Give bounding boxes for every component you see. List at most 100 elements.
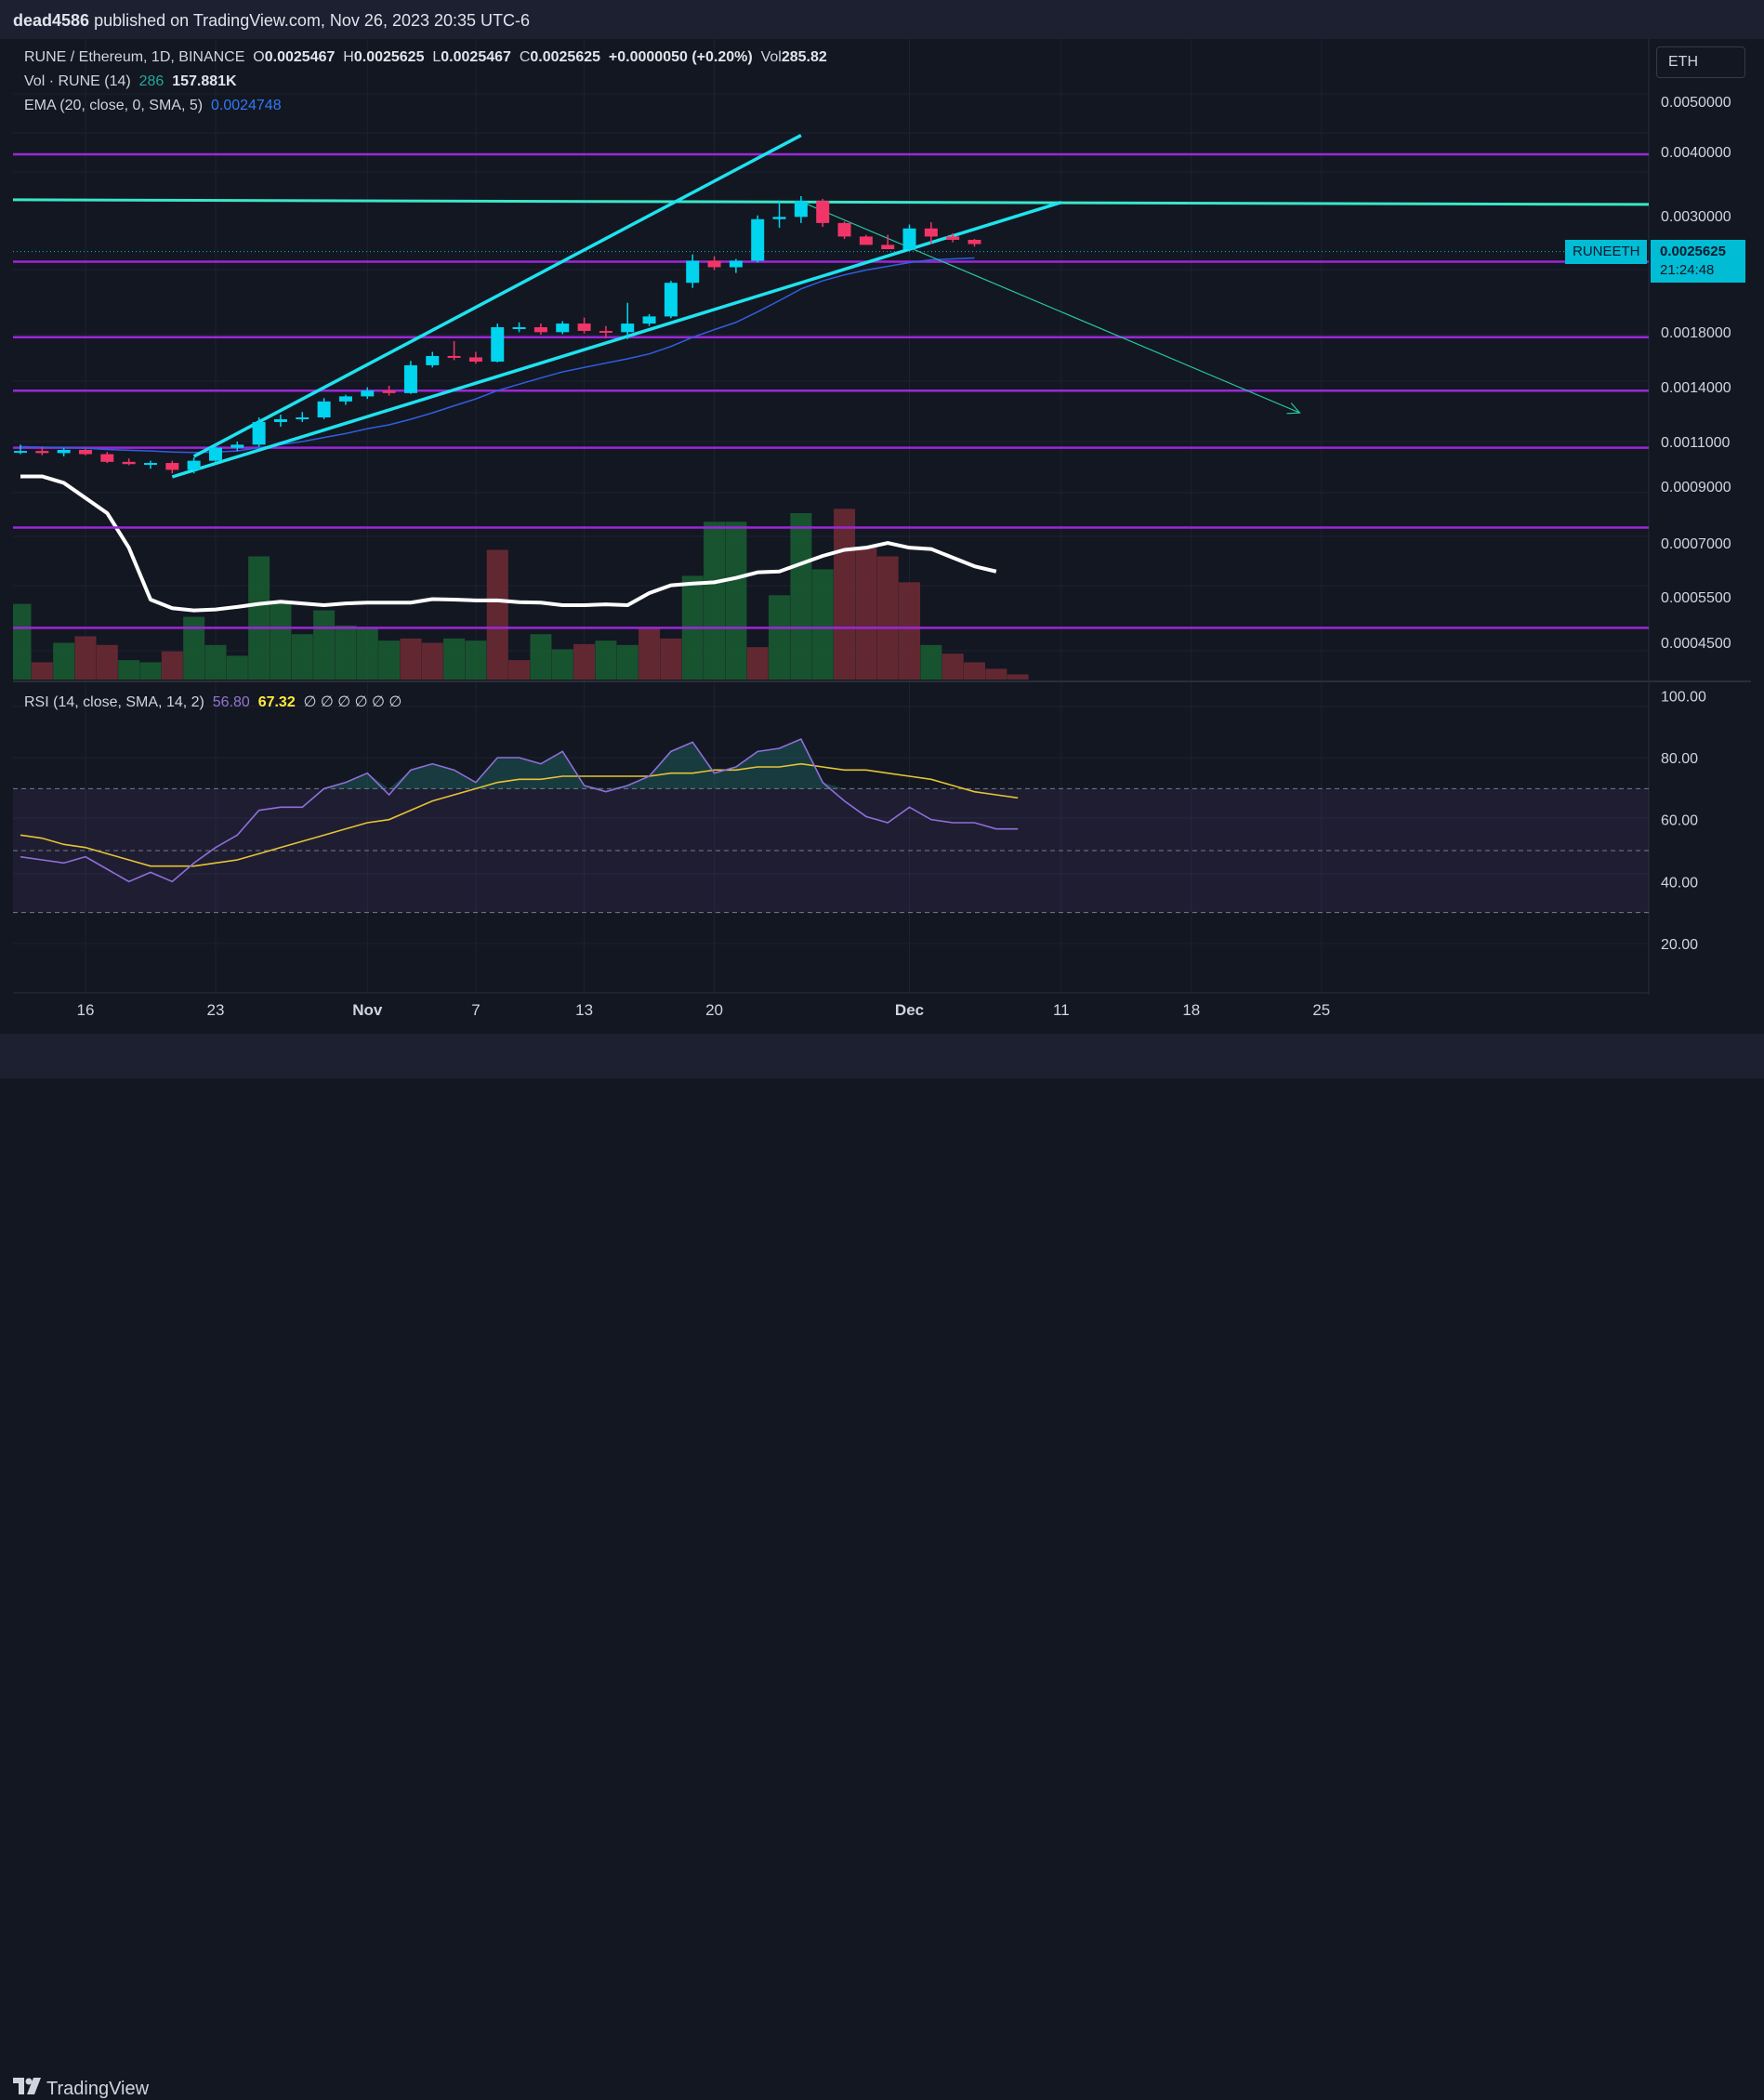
candle: [902, 224, 916, 251]
candle: [556, 321, 570, 335]
candle-body: [816, 201, 830, 223]
change-value: +0.0000050 (+0.20%): [608, 49, 753, 65]
candle-body: [100, 454, 114, 462]
candle-body: [143, 463, 157, 466]
candle: [642, 313, 656, 326]
volume-bar: [941, 654, 964, 680]
candle: [338, 394, 352, 405]
volume-bar: [378, 641, 401, 680]
volume-bar: [595, 641, 617, 680]
candle: [577, 317, 591, 334]
tradingview-brand: TradingView: [46, 2078, 150, 2099]
candle: [14, 444, 27, 455]
time-axis-label: 25: [1312, 1001, 1330, 1019]
volume-bar: [899, 582, 921, 680]
candle-body: [252, 421, 266, 445]
chart-area[interactable]: 0.0050000 0.0040000 0.0030000 0.0018000 0.00…: [13, 39, 1751, 1034]
candle: [468, 351, 482, 364]
candle-body: [772, 217, 786, 219]
candle: [273, 415, 287, 428]
price-axis-label: 0.0004500: [1661, 636, 1731, 652]
candle-body: [491, 326, 505, 363]
candle-body: [338, 396, 352, 402]
volume-bar: [53, 642, 75, 680]
chart-canvas[interactable]: 0.0050000 0.0040000 0.0030000 0.0018000 0.00…: [13, 39, 1751, 1034]
candle-body: [946, 236, 960, 240]
candle: [57, 447, 71, 456]
ema-title[interactable]: EMA (20, close, 0, SMA, 5): [24, 98, 204, 113]
currency-button[interactable]: ETH: [1656, 46, 1745, 78]
candle-body: [621, 324, 635, 333]
high-label: H: [343, 49, 354, 65]
projection-arrow-line: [800, 201, 1300, 414]
candle: [403, 361, 417, 394]
time-axis-label: 16: [77, 1001, 95, 1019]
bar-countdown: 21:24:48: [1660, 262, 1715, 278]
rsi-title[interactable]: RSI (14, close, SMA, 14, 2): [24, 694, 204, 710]
candle-body: [165, 463, 179, 470]
volume-ma-line: [20, 474, 997, 613]
volume-bar: [335, 625, 357, 680]
ema-legend: EMA (20, close, 0, SMA, 5) 0.0024748: [24, 98, 282, 114]
volume-legend: Vol · RUNE (14) 286 157.881K: [24, 73, 237, 90]
close-value: 0.0025625: [530, 49, 601, 65]
rsi-value: 56.80: [212, 694, 250, 710]
candle: [491, 324, 505, 363]
time-axis: 16 23 Nov 7 13 20 Dec 11 18 25: [77, 1001, 1331, 1019]
candle-body: [187, 460, 201, 470]
candle-body: [296, 416, 309, 419]
rsi-extra-values: ∅ ∅ ∅ ∅ ∅ ∅: [303, 694, 402, 710]
rsi-ma-line: [20, 762, 1019, 867]
ema-line: [20, 257, 975, 454]
rsi-pane: [13, 737, 1649, 914]
volume-bar: [573, 643, 596, 680]
candle: [382, 385, 396, 396]
candle-body: [35, 451, 49, 454]
candle: [187, 457, 201, 474]
tradingview-logo[interactable]: TradingView: [13, 2078, 149, 2100]
rsi-band-background: [13, 788, 1649, 913]
symbol-price-label: RUNEETH: [1565, 240, 1647, 264]
candle: [751, 215, 765, 263]
candle-body: [686, 260, 700, 284]
candle-body: [317, 401, 331, 417]
candle: [924, 222, 938, 244]
candle-body: [664, 283, 678, 317]
volume-bar: [1007, 674, 1029, 680]
candle-body: [361, 390, 375, 397]
candle-body: [599, 330, 612, 333]
candle-body: [794, 201, 808, 218]
symbol-title[interactable]: RUNE / Ethereum, 1D, BINANCE: [24, 49, 245, 65]
vol-value: 285.82: [781, 49, 827, 65]
candle: [533, 324, 547, 336]
volume-bar: [725, 522, 747, 680]
last-price-label: 0.0025625 21:24:48: [1651, 240, 1745, 283]
volume-bar: [530, 634, 552, 680]
volume-bar: [834, 508, 856, 680]
candle: [816, 198, 830, 228]
volume-bar: [486, 549, 508, 680]
author-name[interactable]: dead4586: [13, 11, 90, 30]
volume-bar: [74, 636, 97, 680]
volume-bar: [920, 644, 942, 680]
candle-body: [968, 239, 981, 244]
price-axis-label: 0.0040000: [1661, 145, 1731, 161]
candle-body: [837, 222, 851, 237]
projection-arrow-head: [1286, 403, 1301, 415]
candle: [230, 442, 244, 452]
price-axis-label: 0.0009000: [1661, 480, 1731, 495]
volume-bar: [508, 660, 531, 680]
candle: [122, 458, 136, 466]
volume-bar: [204, 644, 227, 680]
volume-bar: [118, 660, 140, 680]
publish-info: dead4586 published on TradingView.com, N…: [13, 11, 530, 31]
rsi-axis-label: 80.00: [1661, 751, 1698, 767]
price-axis-label: 0.0005500: [1661, 590, 1731, 606]
support-resistance-levels: [13, 152, 1649, 629]
vol-label: Vol: [760, 49, 782, 65]
rsi-axis-label: 100.00: [1661, 689, 1706, 705]
volume-bar: [31, 662, 53, 680]
candle-body: [924, 228, 938, 237]
volume-indicator-title[interactable]: Vol · RUNE (14): [24, 73, 131, 89]
candle-body: [902, 228, 916, 250]
